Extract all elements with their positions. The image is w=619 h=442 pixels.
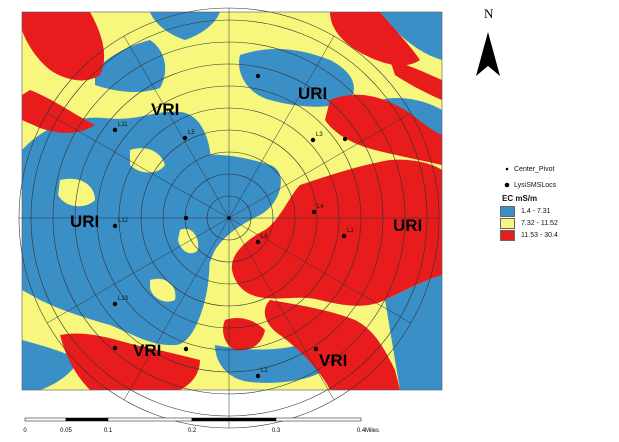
pivot-spoke [228,217,411,324]
scale-bar-unit: Miles [364,428,380,434]
legend-lysi-label: LysiSMSLocs [514,181,557,189]
ec-zone-blue-southeast [385,275,442,390]
legend-class-item: 11.53 - 30.4 [500,229,610,241]
center-pivot-point [227,216,231,220]
ec-zone-red-northeast [325,94,442,165]
legend-class-item: 7.32 - 11.52 [500,217,610,229]
ec-zone-red-east [231,159,442,306]
north-arrow-icon [476,32,500,76]
legend-classes: 1.4 - 7.31 7.32 - 11.52 11.53 - 30.4 [500,205,610,241]
ec-zone-red-north-right [330,12,420,66]
ec-zone-yellow-patch-c [178,228,199,254]
legend-class-label: 1.4 - 7.31 [521,207,551,215]
pivot-spoke [47,112,230,219]
scale-bar-tick: 0.3 [271,428,281,434]
lysi-label-l2: L2 [261,368,268,374]
lysi-loc-l4 [311,209,317,215]
pivot-spoke [47,217,230,324]
lysi-label-l13: L13 [118,296,129,302]
ec-zone-red-south [60,333,200,390]
lysi-label-l1: L1 [347,228,354,234]
ec-zone-blue-northeast-corner [380,12,442,60]
scale-bar: 0 0.05 0.1 0.2 0.3 0.4 Miles [20,416,400,440]
ec-zone-yellow-patch-b [58,178,95,207]
ec-zone-blue-ne [239,48,354,107]
scale-bar-tick: 0.05 [60,428,72,434]
zone-label-vri-bottom-left: VRI [133,341,162,360]
lysi-label-l6: L6 [261,234,268,240]
zone-label-vri-bottom-right: VRI [319,351,348,370]
legend-swatch [500,205,515,217]
lysi-loc-l11 [112,127,118,133]
lysi-loc-l6 [255,239,261,245]
north-letter: N [484,6,494,21]
lysi-loc-north [255,73,261,79]
center-pivot-symbol-icon [500,166,514,172]
lysi-loc-west-center [183,215,189,221]
lysi-loc-l2 [255,373,261,379]
scale-bar-tick: 0.2 [187,428,197,434]
scale-bar-tick: 0.4 [356,428,366,434]
lysi-loc-l1 [341,233,347,239]
ec-zone-yellow-patch-d [150,278,176,302]
ec-zone-blue-north-strip [150,12,220,40]
ec-zone-yellow-patch-a [130,148,165,173]
ec-zone-red-far-east-diag [390,60,442,100]
zone-label-uri-right: URI [393,216,423,235]
lysi-locations: L11 L5 L3 L4 L12 L6 L1 L13 L2 [112,73,354,379]
lysi-loc-l12 [112,223,118,229]
ec-zone-blue-southwest [22,340,80,390]
legend: Center_Pivot LysiSMSLocs EC mS/m 1.4 - 7… [500,163,610,241]
lysi-loc-extra-ne [342,136,348,142]
legend-lysi: LysiSMSLocs [500,179,610,191]
legend-center-pivot: Center_Pivot [500,163,610,175]
legend-center-pivot-label: Center_Pivot [514,165,555,173]
field-boundary [21,11,443,391]
ec-zone-blue-south-center [215,344,327,383]
lysi-loc-sw [112,345,118,351]
legend-swatch [500,229,515,241]
pivot-spoke [123,36,230,219]
scale-bar-tick: 0.1 [103,428,113,434]
legend-class-item: 1.4 - 7.31 [500,205,610,217]
ec-zones [22,12,442,390]
zone-label-vri-top: VRI [151,100,180,119]
lysi-symbol-icon [500,181,514,189]
legend-class-label: 7.32 - 11.52 [521,219,558,227]
ec-zone-red-nw-diagonal [22,90,95,133]
lysi-label-l4: L4 [317,204,324,210]
ec-zone-blue-north [95,40,166,92]
lysi-loc-l5 [182,135,188,141]
pivot-spoke [228,217,335,400]
lysi-label-l3: L3 [316,132,323,138]
lysi-loc-l13 [112,301,118,307]
legend-class-label: 11.53 - 30.4 [521,231,558,239]
ec-zone-red-southeast [264,300,400,390]
zone-label-uri-top: URI [298,84,328,103]
scale-bar-tick: 0 [23,428,27,434]
lysi-loc-south-center [183,346,189,352]
ec-zone-red-south-center [223,318,265,351]
lysi-loc-l3 [310,137,316,143]
lysi-label-l11: L11 [118,122,128,128]
lysi-label-l12: L12 [118,218,129,224]
pivot-spoke [123,217,230,400]
ec-zone-red-nw-band [22,12,105,81]
pivot-spoke [228,112,411,219]
pivot-spoke [228,36,335,219]
zone-label-uri-left: URI [70,212,100,231]
legend-title: EC mS/m [502,194,538,203]
pivot-spokes [19,8,439,428]
legend-swatch [500,217,515,229]
lysi-loc-se [313,346,319,352]
lysi-label-l5: L5 [188,130,195,136]
